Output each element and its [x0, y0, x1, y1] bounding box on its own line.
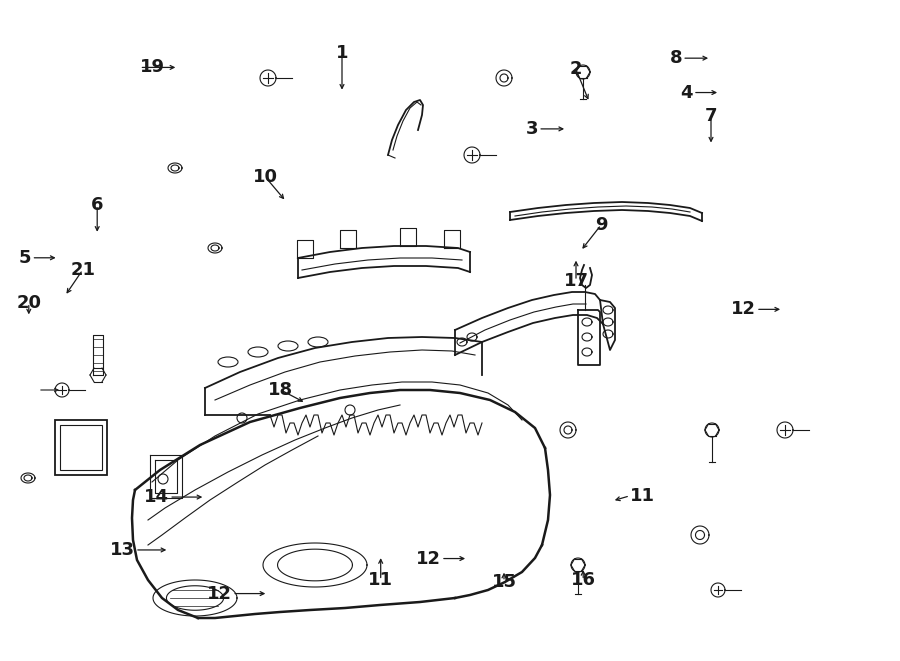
Text: 15: 15	[491, 572, 517, 591]
Text: 12: 12	[207, 584, 232, 603]
Text: 6: 6	[91, 196, 104, 214]
Text: 16: 16	[571, 571, 596, 590]
Text: 9: 9	[595, 215, 608, 234]
Bar	[60, 425, 102, 470]
Text: 7: 7	[705, 106, 717, 125]
Text: 18: 18	[268, 381, 293, 399]
Text: 1: 1	[336, 44, 348, 62]
Text: 21: 21	[70, 260, 95, 279]
Text: 11: 11	[368, 571, 393, 590]
Text: 4: 4	[680, 83, 693, 102]
Text: 8: 8	[670, 49, 682, 67]
Text: 20: 20	[16, 293, 41, 312]
Text: 17: 17	[563, 272, 589, 290]
Text: 5: 5	[19, 249, 32, 267]
Text: 11: 11	[630, 486, 655, 505]
Text: 10: 10	[253, 168, 278, 186]
Text: 14: 14	[144, 488, 169, 506]
Text: 12: 12	[416, 549, 441, 568]
Text: 12: 12	[731, 300, 756, 319]
Bar	[55, 420, 107, 475]
Text: 13: 13	[110, 541, 135, 559]
Text: 2: 2	[570, 60, 582, 79]
Text: 3: 3	[526, 120, 538, 138]
Text: 19: 19	[140, 58, 165, 77]
